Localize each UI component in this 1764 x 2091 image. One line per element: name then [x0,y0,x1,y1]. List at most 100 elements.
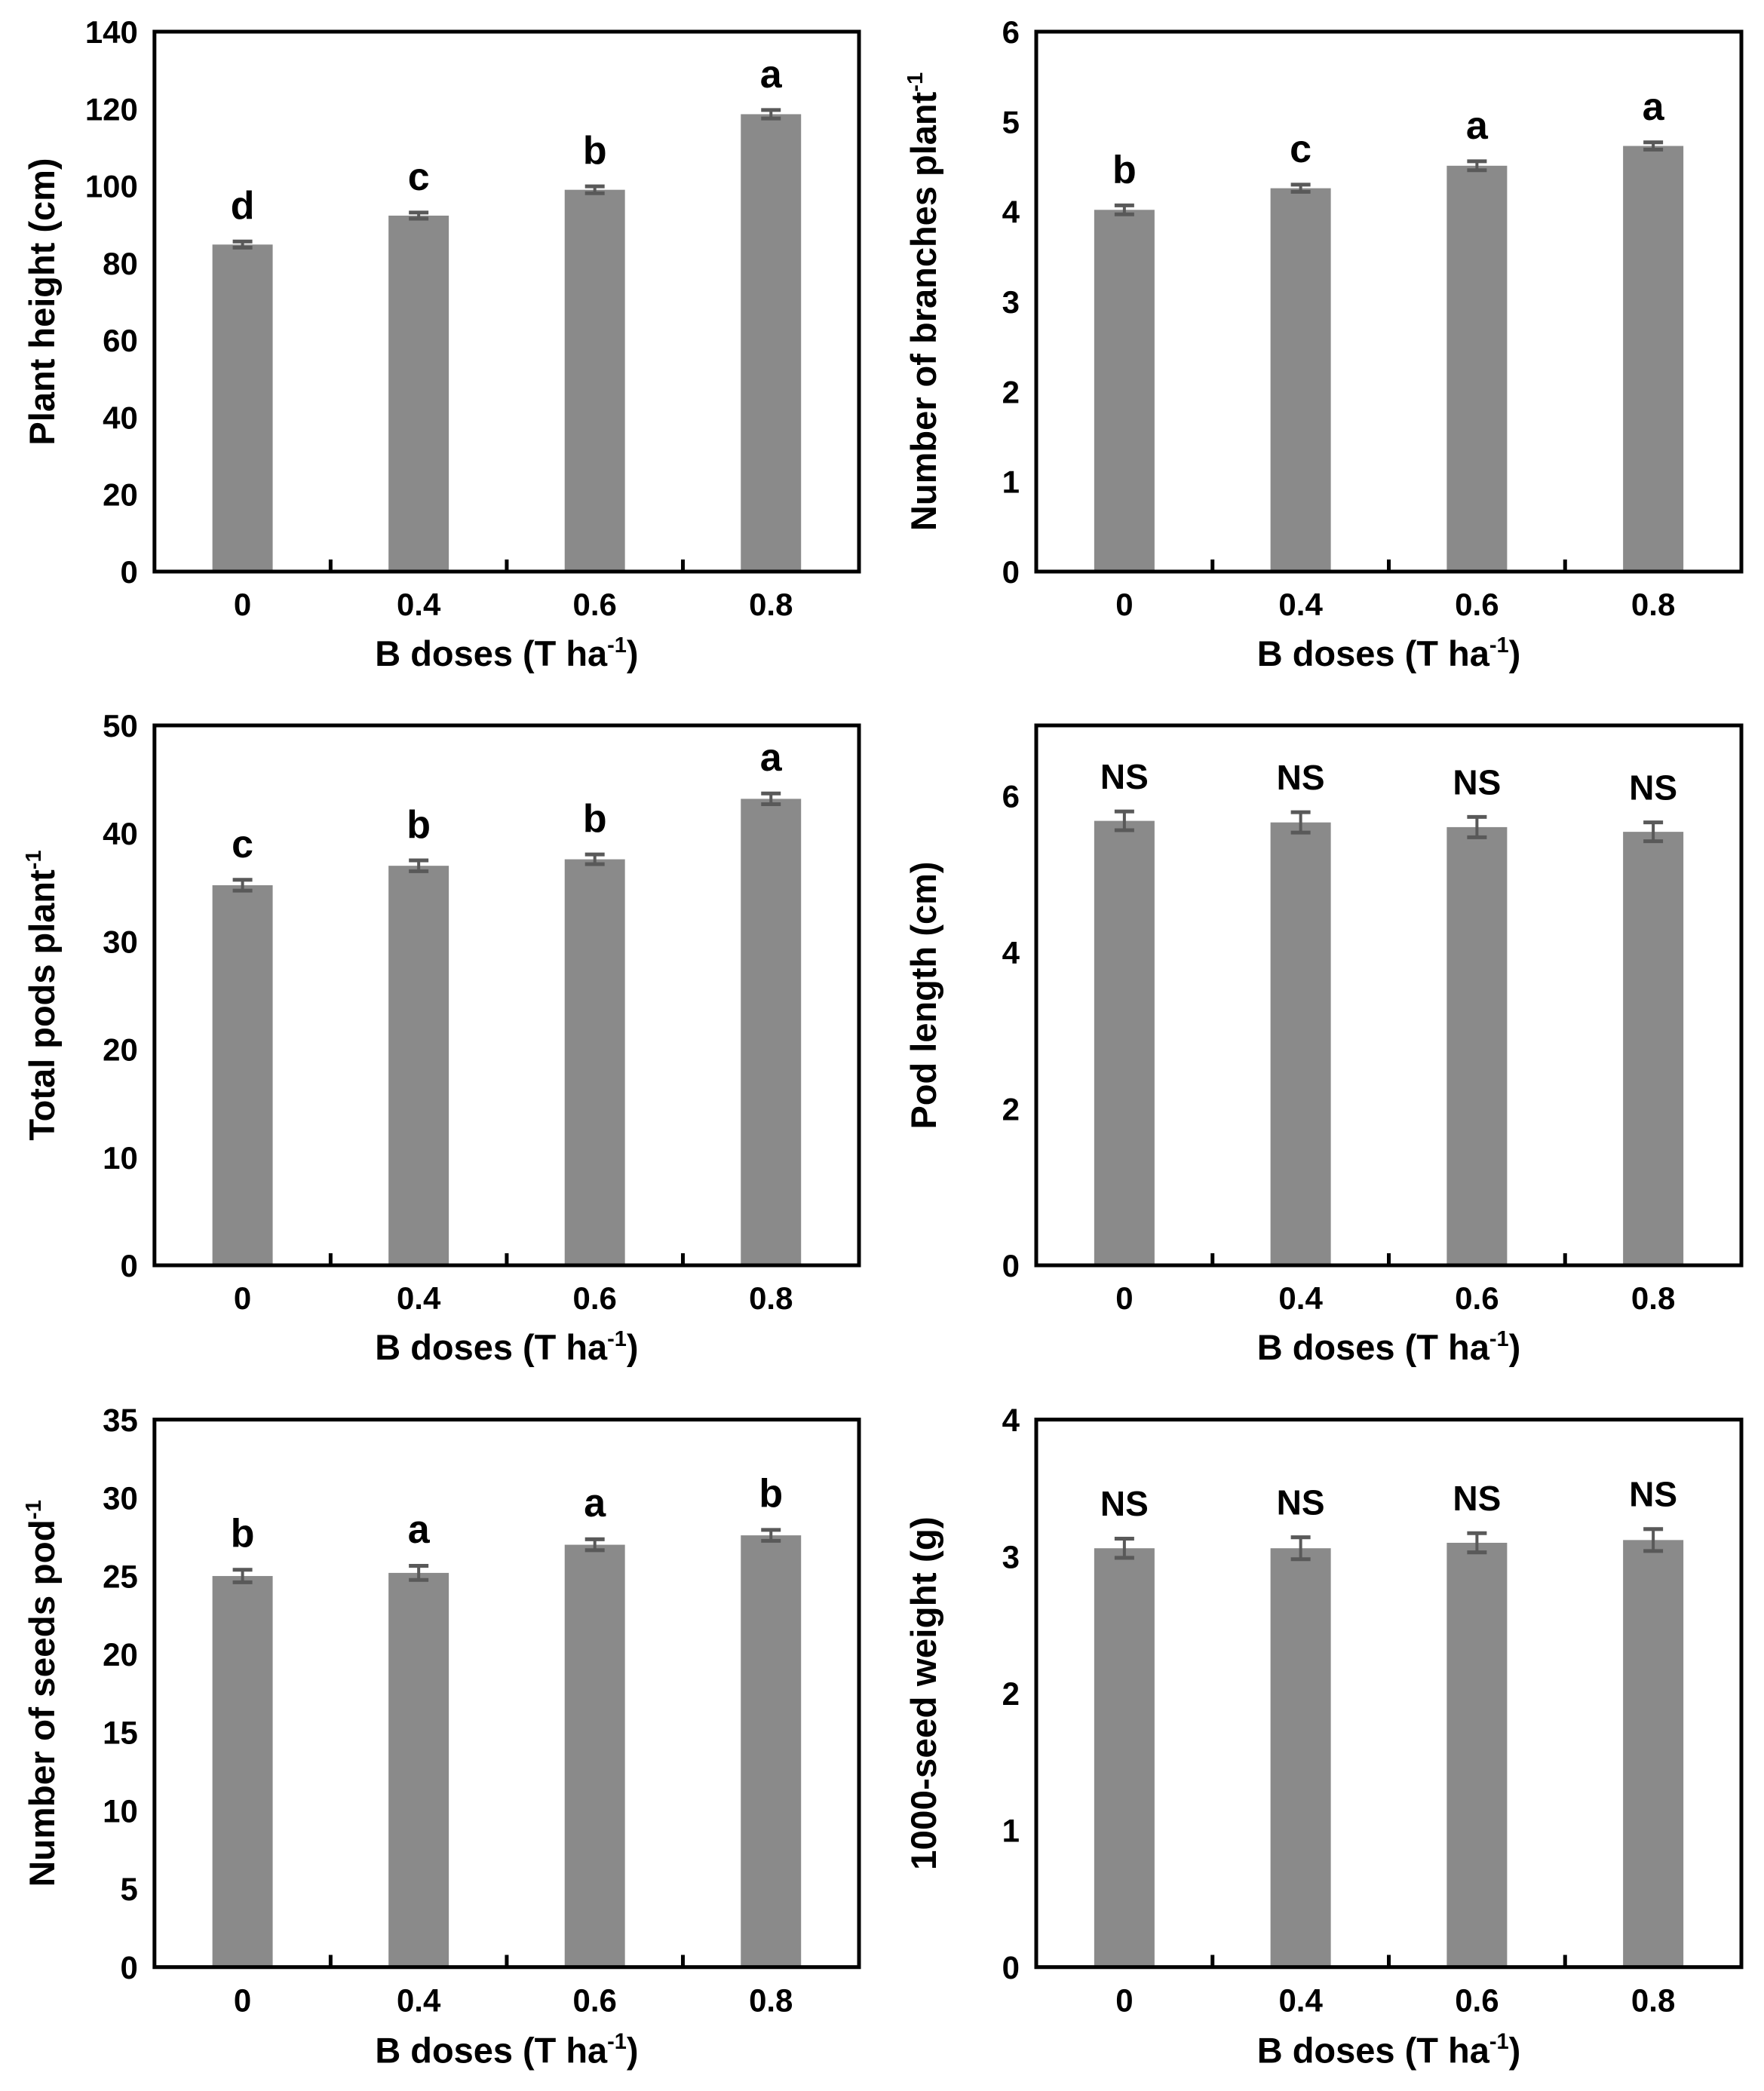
x-tick-label: 0.4 [1278,1280,1323,1316]
bar [1270,1548,1331,1967]
sig-label: b [759,1472,783,1516]
sig-label: b [583,797,607,841]
y-axis-label: Number of seeds pod-1 [22,1500,63,1887]
y-tick-label: 0 [1002,1950,1020,1985]
x-tick-label: 0.4 [397,587,441,622]
bar [388,1572,449,1967]
y-tick-label: 1 [1002,464,1020,500]
y-tick-label: 20 [103,1637,138,1672]
label-segment: B doses (T ha [1257,633,1490,673]
sig-label: NS [1277,758,1325,797]
label-segment: B doses (T ha [375,633,608,673]
y-tick-label: 120 [85,91,138,127]
y-tick-label: 40 [103,816,138,851]
label-segment: -1 [903,72,928,92]
x-tick-label: 0.6 [1455,1280,1499,1316]
x-tick-label: 0 [1115,587,1133,622]
chart-svg-thousand-seed-weight: 0 1 2 3 4 NS 0 NS 0.4 NS 0.6 NS 0.8 1000-seed weight … [904,1403,1744,2071]
bar [212,244,273,572]
y-tick-label: 2 [1002,1091,1020,1127]
label-segment: ) [1509,633,1521,673]
sig-label: c [1290,127,1311,171]
y-tick-label: 140 [85,14,138,50]
bar [564,859,625,1265]
y-tick-label: 6 [1002,778,1020,814]
chart-svg-branches-per-plant: 0 1 2 3 4 5 6 b 0 c 0.4 a 0.6 a 0.8 Number of branches … [903,14,1744,673]
sig-label: NS [1629,768,1677,808]
label-segment: B doses (T ha [1257,2031,1490,2071]
y-tick-label: 10 [103,1140,138,1176]
y-tick-label: 6 [1002,14,1020,50]
x-tick-label: 0.4 [1278,587,1323,622]
bar [1094,210,1155,572]
sig-label: NS [1100,1484,1149,1523]
sig-label: NS [1100,757,1149,796]
x-tick-label: 0.6 [573,1280,617,1316]
y-tick-label: 2 [1002,1676,1020,1712]
y-axis-label: Total pods plant-1 [22,850,62,1140]
x-tick-label: 0.6 [1455,1982,1499,2018]
label-segment: B doses (T ha [375,2031,607,2071]
chart-svg-total-pods-per-plant: 0 10 20 30 40 50 c 0 b 0.4 b 0.6 a 0.8 Total pods plan… [22,708,861,1367]
y-tick-label: 5 [121,1872,138,1907]
x-axis-label: B doses (T ha-1) [1257,1327,1521,1367]
sig-label: NS [1629,1474,1677,1513]
label-segment: ) [1509,2031,1521,2071]
label-segment: 1000-seed weight (g) [904,1516,944,1870]
y-tick-label: 30 [103,1480,138,1516]
chart-svg-plant-height: 0 20 40 60 80 100 120 140 d 0 c 0.4 b 0.6 a 0.8 Plant he… [22,14,861,673]
y-tick-label: 100 [85,169,138,204]
x-tick-label: 0 [234,587,251,622]
bar [1623,832,1684,1265]
bar [1446,826,1508,1265]
bar [388,215,449,572]
bar [1270,188,1331,572]
y-tick-label: 0 [121,554,138,590]
plot-border [152,1418,861,1970]
x-axis-label: B doses (T ha-1) [375,1327,638,1367]
bar [741,1535,802,1967]
sig-label: b [1112,148,1137,192]
label-segment: -1 [22,850,46,869]
bar [1094,820,1155,1265]
x-tick-label: 0.8 [1631,587,1675,622]
chart-cell-plant-height: 0 20 40 60 80 100 120 140 d 0 c 0.4 b 0.6 a 0.8 Plant he… [0,0,882,694]
plot-border [152,723,861,1268]
chart-svg-pod-length: 0 2 4 6 NS 0 NS 0.4 NS 0.6 NS 0.8 Pod length (cm) B d… [903,723,1744,1367]
x-axis-label: B doses (T ha-1) [1257,2030,1521,2071]
sig-label: a [760,736,783,780]
y-tick-label: 5 [1002,104,1020,140]
y-axis-label: 1000-seed weight (g) [904,1516,944,1870]
bar [1623,146,1684,572]
y-tick-label: 2 [1002,374,1020,409]
sig-label: a [584,1482,606,1525]
label-segment: Pod length (cm) [903,861,943,1129]
label-segment: -1 [607,1327,627,1351]
bar [1446,1542,1508,1967]
label-segment: ) [627,633,639,673]
x-tick-label: 0 [1115,1280,1133,1316]
sig-label: NS [1277,1482,1325,1522]
y-tick-label: 35 [103,1403,138,1438]
label-segment: -1 [1489,633,1509,658]
bar [212,885,273,1265]
label-segment: -1 [1489,1327,1509,1351]
x-tick-label: 0.8 [1631,1982,1675,2018]
chart-svg-seeds-per-pod: 0 5 10 15 20 25 30 35 b 0 a 0.4 a 0.6 b 0.8 Number of se… [22,1403,861,2071]
y-tick-label: 10 [103,1793,138,1829]
sig-label: NS [1453,1479,1501,1518]
bar [1270,822,1331,1265]
y-tick-label: 60 [103,323,138,358]
y-tick-label: 4 [1002,195,1020,230]
label-segment: -1 [22,1500,46,1519]
label-segment: Number of branches plant [903,91,943,531]
x-tick-label: 0.6 [573,587,617,622]
x-tick-label: 0.8 [1631,1280,1675,1316]
y-tick-label: 0 [1002,1248,1020,1283]
bar [741,114,802,572]
bar [1623,1540,1684,1967]
bar [741,799,802,1265]
y-tick-label: 20 [103,1032,138,1068]
x-tick-label: 0.4 [397,1280,441,1316]
label-segment: Plant height (cm) [22,158,62,445]
